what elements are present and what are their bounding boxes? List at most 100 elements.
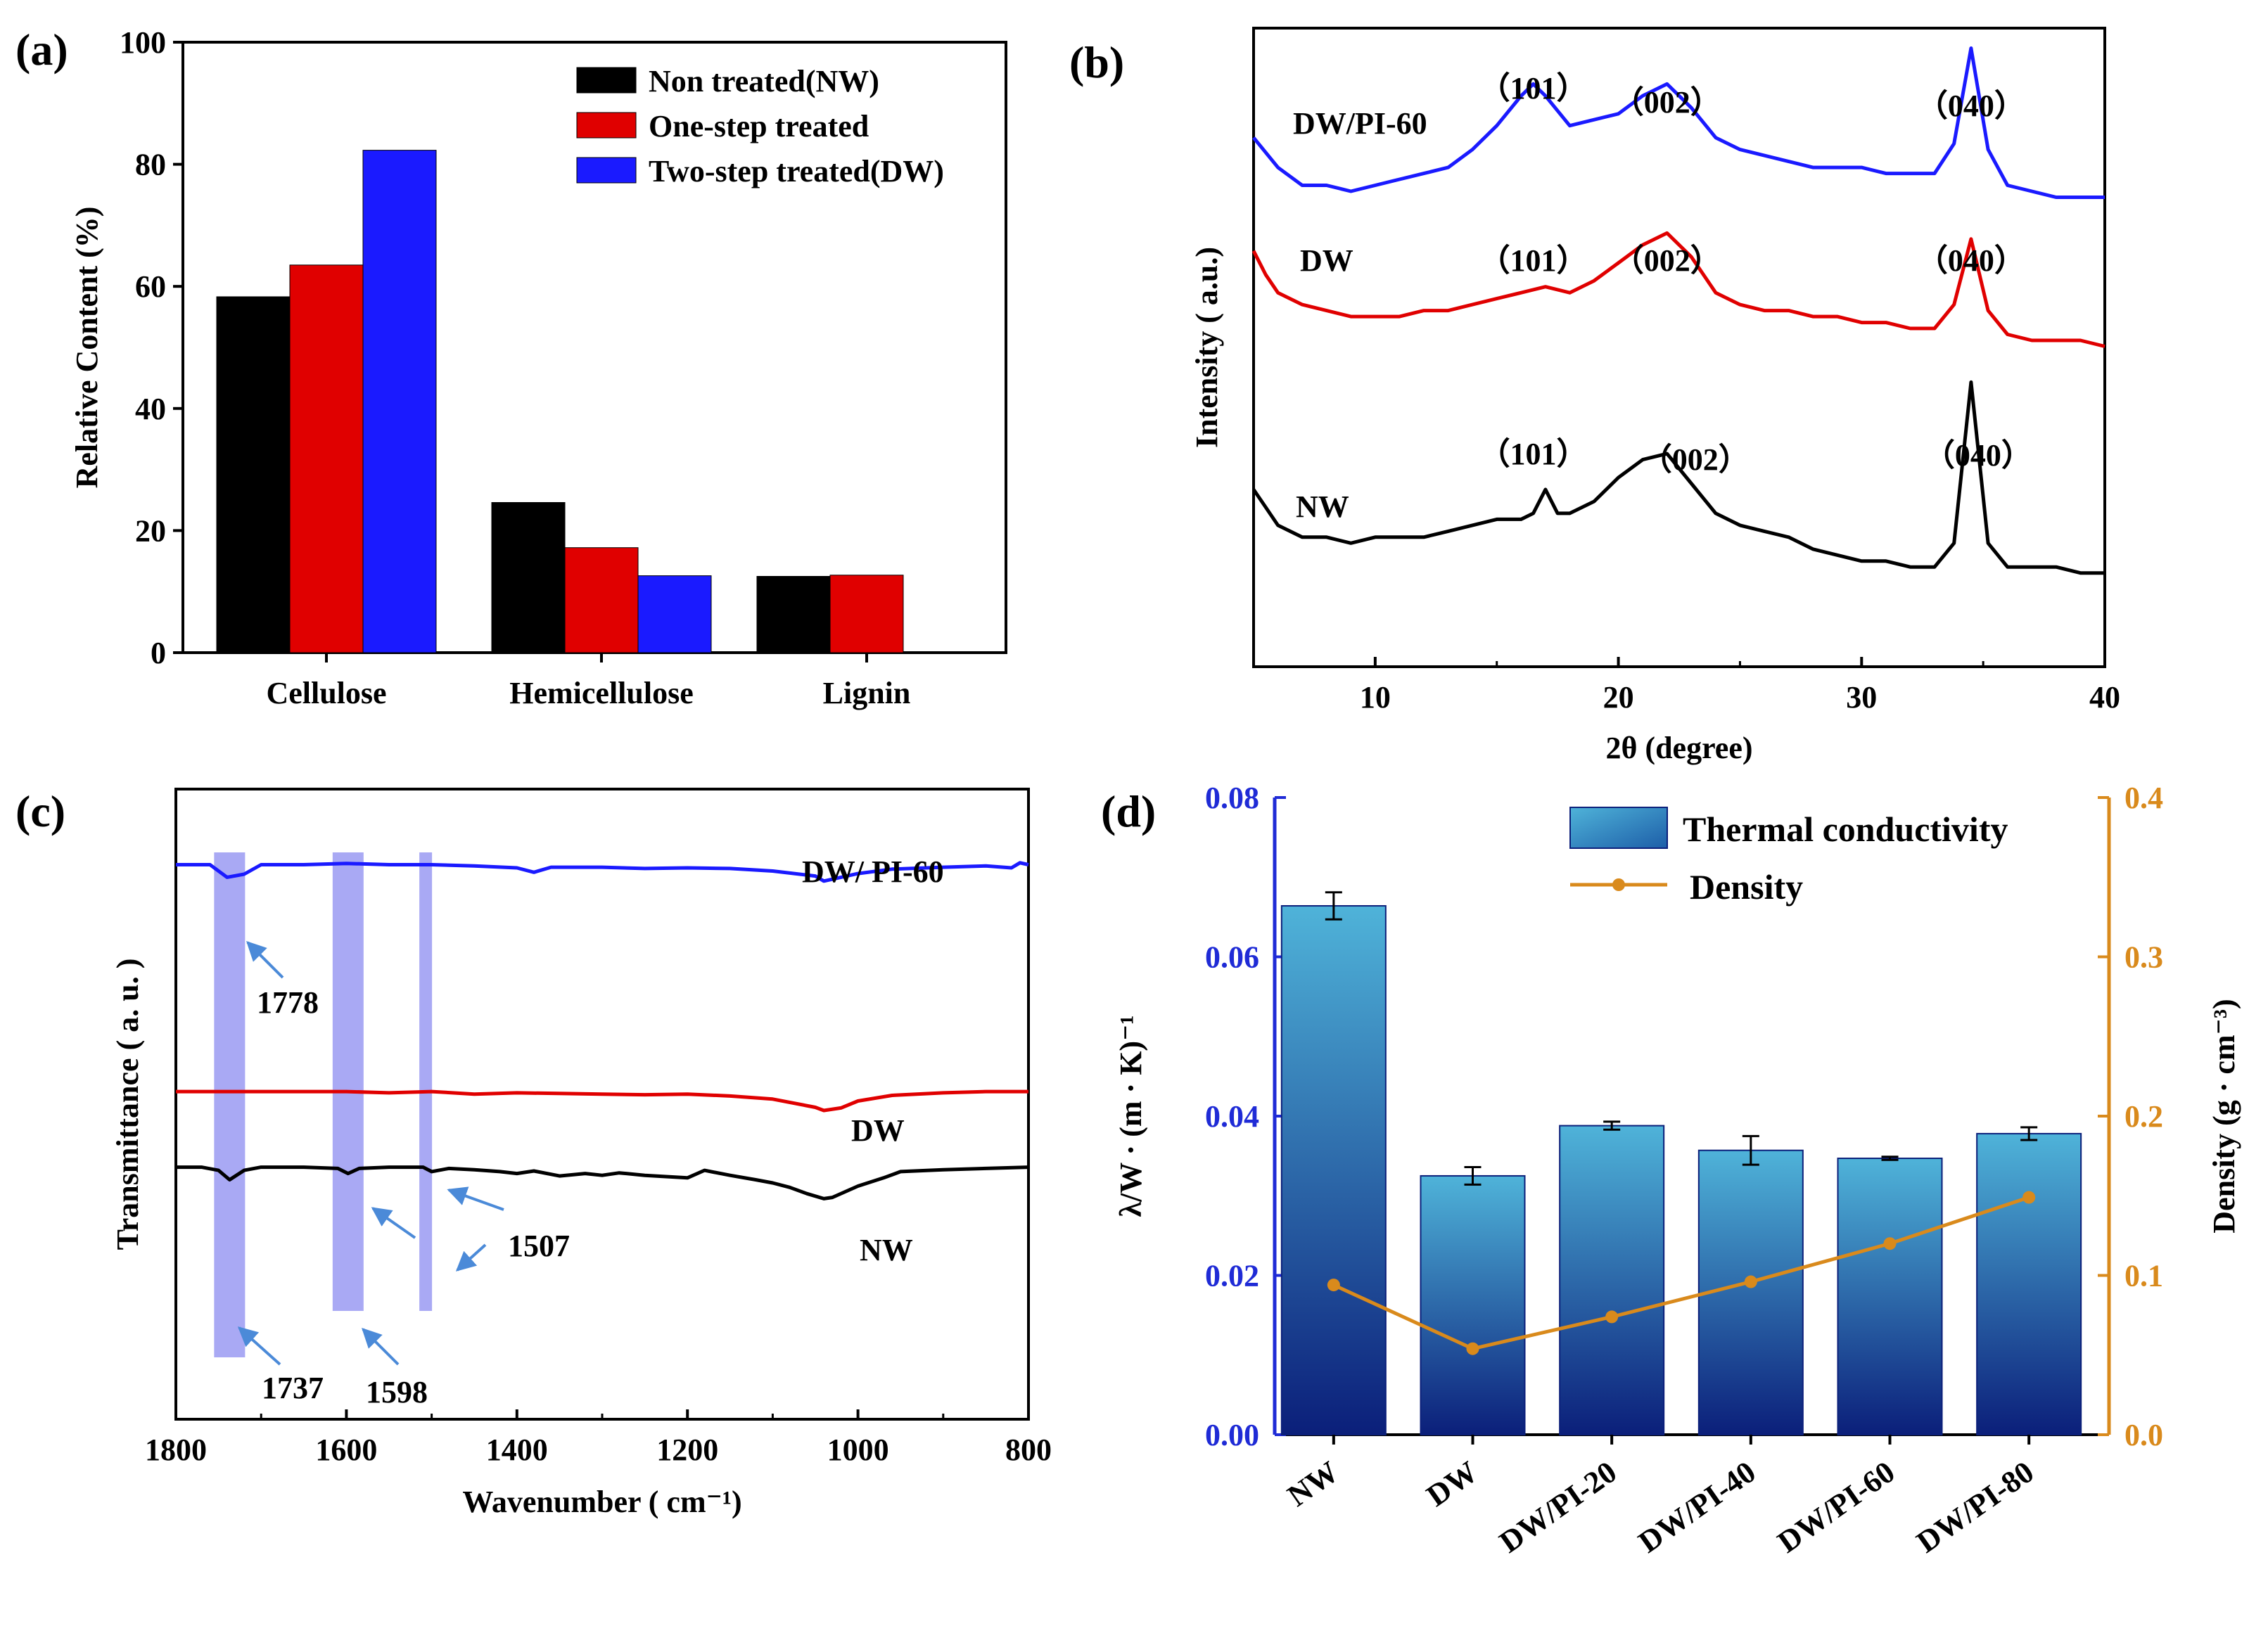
right-axis-label: Density (g · cm⁻³)	[2207, 999, 2241, 1233]
annotation-arrow-1507	[447, 1186, 504, 1211]
x-tick-label: 30	[1846, 680, 1877, 715]
y-axis-label: Intensity ( a.u.)	[1190, 247, 1224, 448]
x-tick-label-dw-pi-60: DW/PI-60	[1771, 1454, 1901, 1559]
annotation-label-1737: 1737	[262, 1371, 324, 1405]
peak-label-dw-pi-60-0: （101）	[1479, 71, 1588, 105]
right-tick-label: 0.1	[2124, 1259, 2163, 1293]
right-tick-label: 0.3	[2124, 940, 2163, 975]
x-tick-label: 40	[2089, 680, 2120, 715]
x-tick-label: 20	[1603, 680, 1634, 715]
x-tick-label: 1600	[315, 1433, 377, 1467]
bar-lignin-non-treated-nw	[756, 576, 831, 653]
left-tick-label: 0.02	[1205, 1259, 1259, 1293]
legend-label-density: Density	[1690, 867, 1803, 907]
x-tick-label-lignin: Lignin	[823, 676, 911, 710]
right-tick-label: 0.4	[2124, 781, 2163, 815]
peak-label-dw-1: （002）	[1613, 243, 1721, 278]
highlight-band-1598	[332, 852, 364, 1311]
density-line	[1332, 1196, 2030, 1351]
left-axis-label: λ/W · (m · K)⁻¹	[1114, 1016, 1148, 1217]
bar-hemicellulose-two-step-treated-dw	[637, 575, 712, 653]
panel-c-letter: (c)	[15, 786, 65, 836]
left-tick-label: 0.06	[1205, 940, 1259, 975]
series-line-dw-pi-60	[1252, 46, 2105, 199]
peak-label-dw-pi-60-1: （002）	[1613, 85, 1721, 120]
x-tick-label: 1200	[656, 1433, 718, 1467]
series-line-nw	[1251, 380, 2105, 575]
series-label-dw-pi-60: DW/ PI-60	[802, 854, 944, 889]
bar-cellulose-non-treated-nw	[216, 296, 291, 653]
legend-label-non-treated-nw: Non treated(NW)	[649, 64, 879, 98]
panel-a-bar-chart: 0 20 40 60 80 100 Relative Content (%) Cellulos…	[70, 25, 1007, 710]
legend-label-two-step-treated-dw: Two-step treated(DW)	[649, 154, 944, 188]
peak-label-dw-pi-60-2: （040）	[1917, 89, 2025, 123]
y-tick-label: 0	[151, 636, 166, 670]
highlight-band-1737	[214, 852, 246, 1357]
right-tick-label: 0.2	[2124, 1099, 2163, 1134]
annotation-label-1598: 1598	[366, 1375, 428, 1409]
highlight-band-1507	[419, 852, 433, 1311]
density-point-dw	[1466, 1342, 1479, 1355]
density-point-dw-pi-20	[1605, 1310, 1619, 1324]
x-axis-label: 2θ (degree)	[1605, 731, 1752, 765]
legend-swatch-two-step-treated-dw	[576, 157, 637, 184]
bar-dw-pi-60	[1837, 1158, 1943, 1435]
x-tick-label-cellulose: Cellulose	[266, 676, 386, 710]
legend-swatch-thermal-conductivity	[1569, 807, 1668, 849]
y-tick-label: 60	[135, 269, 166, 304]
density-point-dw-pi-80	[2022, 1191, 2036, 1204]
bar-dw-pi-80	[1976, 1132, 2082, 1436]
series-label-dw: DW	[1300, 243, 1353, 278]
density-point-nw	[1327, 1279, 1340, 1292]
peak-label-dw-0: （101）	[1479, 243, 1588, 278]
legend-label-one-step-treated: One-step treated	[649, 109, 869, 143]
x-tick-label: 1400	[486, 1433, 548, 1467]
bar-cellulose-two-step-treated-dw	[362, 150, 437, 653]
peak-label-nw-2: （040）	[1924, 438, 2032, 473]
density-point-dw-pi-60	[1883, 1237, 1897, 1250]
y-tick-label: 20	[135, 513, 166, 548]
panel-c-ftir-chart: 1800 1600 1400 1200 1000 800 Wavenumber ( cm⁻¹…	[110, 788, 1052, 1519]
panel-a-letter: (a)	[15, 25, 68, 75]
bar-dw-pi-40	[1697, 1149, 1804, 1435]
plot-frame	[1252, 27, 2106, 668]
left-tick-label: 0.08	[1205, 781, 1259, 815]
series-label-nw: NW	[860, 1233, 913, 1267]
panel-b-xrd-chart: 10 20 30 40 2θ (degree) Intensity ( a.u.) DW/P…	[1190, 27, 2120, 765]
bar-hemicellulose-non-treated-nw	[491, 501, 566, 653]
annotation-label-1507: 1507	[508, 1229, 570, 1263]
bar-cellulose-one-step-treated	[289, 264, 364, 653]
legend-swatch-non-treated-nw	[576, 67, 637, 94]
left-tick-label: 0.00	[1205, 1418, 1259, 1452]
x-tick-label-dw-pi-80: DW/PI-80	[1911, 1454, 2040, 1559]
series-line-dw-pi-60	[176, 861, 1029, 883]
y-tick-label: 100	[120, 25, 166, 60]
series-line-dw	[1251, 231, 2105, 348]
x-tick-label: 800	[1005, 1433, 1052, 1467]
series-label-dw: DW	[851, 1113, 905, 1148]
left-tick-label: 0.04	[1205, 1099, 1259, 1134]
y-tick-label: 40	[135, 392, 166, 426]
x-tick-label-nw: NW	[1281, 1454, 1344, 1513]
annotation-arrow-1507-c	[455, 1243, 487, 1272]
series-label-dw-pi-60: DW/PI-60	[1293, 106, 1427, 141]
peak-label-dw-2: （040）	[1917, 243, 2025, 278]
annotation-arrow-1507-b	[371, 1207, 416, 1239]
x-axis-label: Wavenumber ( cm⁻¹)	[462, 1485, 741, 1519]
peak-label-nw-0: （101）	[1479, 437, 1588, 471]
legend-swatch-one-step-treated	[576, 112, 637, 139]
panel-d-letter: (d)	[1101, 786, 1156, 836]
y-axis-label: Transmittance ( a. u. )	[110, 959, 145, 1250]
annotation-arrow-1737	[237, 1326, 281, 1366]
peak-label-nw-1: （002）	[1641, 442, 1750, 477]
density-point-dw-pi-40	[1744, 1275, 1757, 1288]
bar-dw	[1420, 1174, 1526, 1435]
annotation-arrow-1778	[246, 941, 284, 979]
panel-d-conductivity-chart: 0.00 0.02 0.04 0.06 0.08 0.0 0.1 0.2 0.3 0.4 λ/W ·…	[1114, 781, 2241, 1560]
bar-lignin-one-step-treated	[829, 575, 904, 653]
y-tick-label: 80	[135, 148, 166, 182]
series-line-dw	[176, 1089, 1028, 1113]
x-tick-label-dw: DW	[1420, 1454, 1484, 1513]
bar-hemicellulose-one-step-treated	[564, 547, 639, 653]
series-line-nw	[176, 1165, 1029, 1201]
